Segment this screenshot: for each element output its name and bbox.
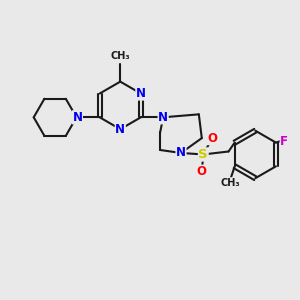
Text: N: N: [158, 111, 168, 124]
Text: O: O: [207, 132, 217, 145]
Text: N: N: [72, 111, 82, 124]
Text: F: F: [280, 135, 288, 148]
Text: N: N: [136, 87, 146, 100]
Text: CH₃: CH₃: [220, 178, 240, 188]
Text: CH₃: CH₃: [110, 51, 130, 62]
Text: N: N: [176, 146, 186, 160]
Text: O: O: [197, 165, 207, 178]
Text: S: S: [199, 148, 208, 161]
Text: N: N: [115, 123, 125, 136]
